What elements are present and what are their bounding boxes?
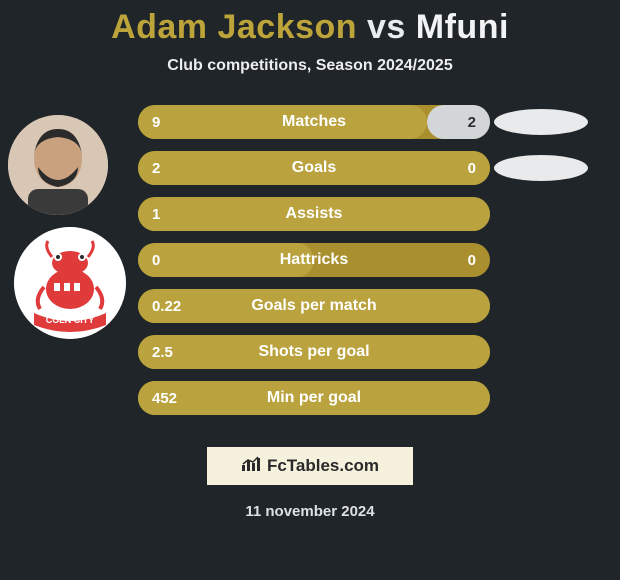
bar-label: Goals	[138, 159, 490, 177]
bar-right-value: 0	[468, 160, 476, 177]
stat-bar-row: 0.22Goals per match	[138, 289, 490, 323]
stat-bar-row: 452Min per goal	[138, 381, 490, 415]
bar-right-value: 2	[468, 114, 476, 131]
club-crest-svg: COLN CITY	[14, 227, 126, 339]
bar-label: Goals per match	[138, 297, 490, 315]
stat-bar-row: 2Goals0	[138, 151, 490, 185]
stat-bar-row: 2.5Shots per goal	[138, 335, 490, 369]
page-title: Adam Jackson vs Mfuni	[0, 0, 620, 47]
footer-date: 11 november 2024	[0, 503, 620, 520]
svg-text:COLN CITY: COLN CITY	[46, 315, 95, 325]
stat-bar-row: 0Hattricks0	[138, 243, 490, 277]
title-vs: vs	[357, 8, 416, 46]
stat-bars: 9Matches22Goals01Assists0Hattricks00.22G…	[138, 105, 490, 427]
stat-bar-row: 1Assists	[138, 197, 490, 231]
side-ellipse	[494, 109, 588, 135]
brand-text: FcTables.com	[267, 456, 379, 476]
bar-right-value: 0	[468, 252, 476, 269]
brand-chart-icon	[241, 456, 261, 477]
player1-avatar-svg	[8, 115, 108, 215]
brand-badge: FcTables.com	[207, 447, 413, 485]
bar-label: Shots per goal	[138, 343, 490, 361]
bar-label: Hattricks	[138, 251, 490, 269]
bar-label: Matches	[138, 113, 490, 131]
title-player2: Mfuni	[416, 8, 509, 46]
player1-avatar	[8, 115, 108, 215]
bar-label: Assists	[138, 205, 490, 223]
club-crest: COLN CITY	[14, 227, 126, 339]
title-player1: Adam Jackson	[111, 8, 357, 46]
content-area: COLN CITY 9Matches22Goals01Assists0Hattr…	[0, 105, 620, 425]
comparison-card: Adam Jackson vs Mfuni Club competitions,…	[0, 0, 620, 580]
subtitle: Club competitions, Season 2024/2025	[0, 57, 620, 75]
stat-bar-row: 9Matches2	[138, 105, 490, 139]
side-ellipse	[494, 155, 588, 181]
bar-label: Min per goal	[138, 389, 490, 407]
